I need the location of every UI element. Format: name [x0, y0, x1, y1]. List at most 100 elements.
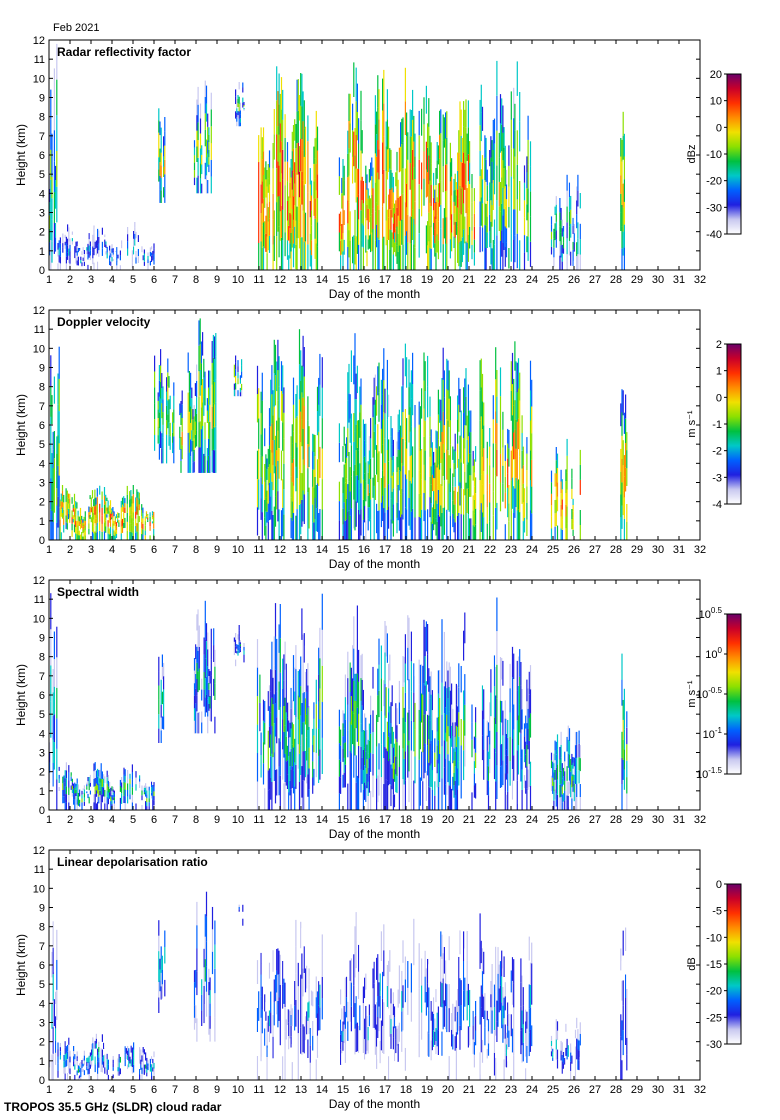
echo-column: [377, 75, 379, 108]
echo-column: [113, 530, 115, 536]
echo-column: [464, 425, 466, 449]
echo-column: [496, 95, 498, 131]
echo-column: [505, 749, 508, 765]
echo-column: [490, 200, 492, 222]
echo-column: [508, 430, 510, 449]
echo-column: [157, 409, 159, 418]
echo-column: [278, 104, 280, 135]
echo-column: [112, 512, 114, 518]
echo-column: [360, 746, 362, 770]
echo-column: [449, 516, 451, 540]
echo-column: [74, 804, 76, 810]
echo-column: [423, 746, 425, 779]
echo-column: [321, 387, 323, 419]
echo-column: [191, 440, 193, 452]
echo-column: [507, 458, 509, 474]
echo-column: [237, 111, 239, 116]
echo-column: [130, 515, 132, 524]
cloud-segment: [621, 653, 628, 810]
echo-column: [284, 232, 286, 257]
echo-column: [343, 772, 345, 788]
echo-column: [67, 1073, 69, 1080]
echo-column: [486, 216, 488, 233]
echo-column: [96, 522, 98, 532]
echo-column: [413, 218, 415, 245]
echo-column: [499, 482, 502, 512]
echo-column: [386, 721, 388, 752]
echo-column: [435, 465, 437, 483]
echo-column: [388, 461, 390, 485]
y-tick-label: 0: [39, 805, 45, 817]
echo-column: [559, 784, 561, 798]
echo-column: [481, 227, 484, 252]
echo-column: [578, 757, 580, 771]
echo-column: [429, 787, 431, 810]
echo-column: [274, 496, 277, 527]
echo-column: [306, 737, 308, 761]
echo-column: [303, 347, 305, 377]
echo-column: [389, 758, 391, 785]
echo-column: [490, 157, 492, 179]
echo-column: [431, 790, 433, 810]
echo-column: [483, 749, 485, 780]
echo-column: [236, 639, 238, 642]
echo-column: [529, 450, 532, 481]
echo-column: [282, 422, 284, 451]
echo-column: [143, 787, 145, 790]
echo-column: [507, 428, 509, 444]
echo-column: [110, 249, 112, 254]
echo-column: [489, 465, 491, 484]
echo-column: [356, 605, 358, 640]
echo-column: [550, 470, 553, 483]
echo-column: [454, 173, 456, 190]
echo-column: [196, 115, 198, 131]
echo-column: [568, 793, 571, 807]
echo-column: [386, 119, 388, 150]
echo-column: [464, 216, 466, 244]
echo-column: [437, 670, 439, 694]
echo-column: [75, 501, 77, 508]
echo-column: [91, 515, 94, 524]
echo-column: [208, 455, 210, 473]
echo-column: [277, 370, 279, 401]
echo-column: [573, 224, 575, 234]
echo-column: [141, 234, 143, 241]
echo-column: [467, 208, 469, 235]
echo-column: [447, 420, 449, 451]
echo-column: [437, 693, 439, 717]
echo-column: [294, 162, 296, 184]
echo-column: [318, 674, 320, 702]
echo-column: [266, 469, 268, 480]
echo-column: [207, 699, 209, 717]
echo-column: [454, 205, 456, 222]
echo-column: [84, 525, 86, 531]
echo-column: [428, 241, 430, 270]
x-tick-label: 6: [151, 544, 157, 556]
echo-column: [100, 786, 102, 795]
echo-column: [65, 243, 67, 250]
echo-column: [338, 520, 340, 540]
echo-column: [433, 451, 435, 465]
echo-column: [88, 233, 90, 240]
echo-column: [404, 722, 406, 752]
echo-column: [367, 739, 369, 754]
echo-column: [626, 468, 628, 486]
echo-column: [362, 689, 364, 710]
echo-column: [208, 157, 210, 165]
echo-column: [71, 517, 73, 524]
echo-column: [307, 707, 309, 730]
echo-column: [112, 523, 114, 529]
echo-column: [437, 716, 439, 741]
echo-column: [208, 149, 210, 158]
echo-column: [565, 504, 567, 517]
echo-column: [120, 500, 122, 508]
echo-column: [377, 237, 379, 270]
echo-column: [58, 247, 60, 256]
echo-column: [199, 344, 201, 370]
echo-column: [286, 760, 289, 775]
echo-column: [436, 160, 438, 179]
echo-column: [486, 735, 488, 751]
echo-column: [400, 245, 402, 270]
echo-column: [391, 459, 393, 476]
echo-column: [380, 744, 382, 778]
